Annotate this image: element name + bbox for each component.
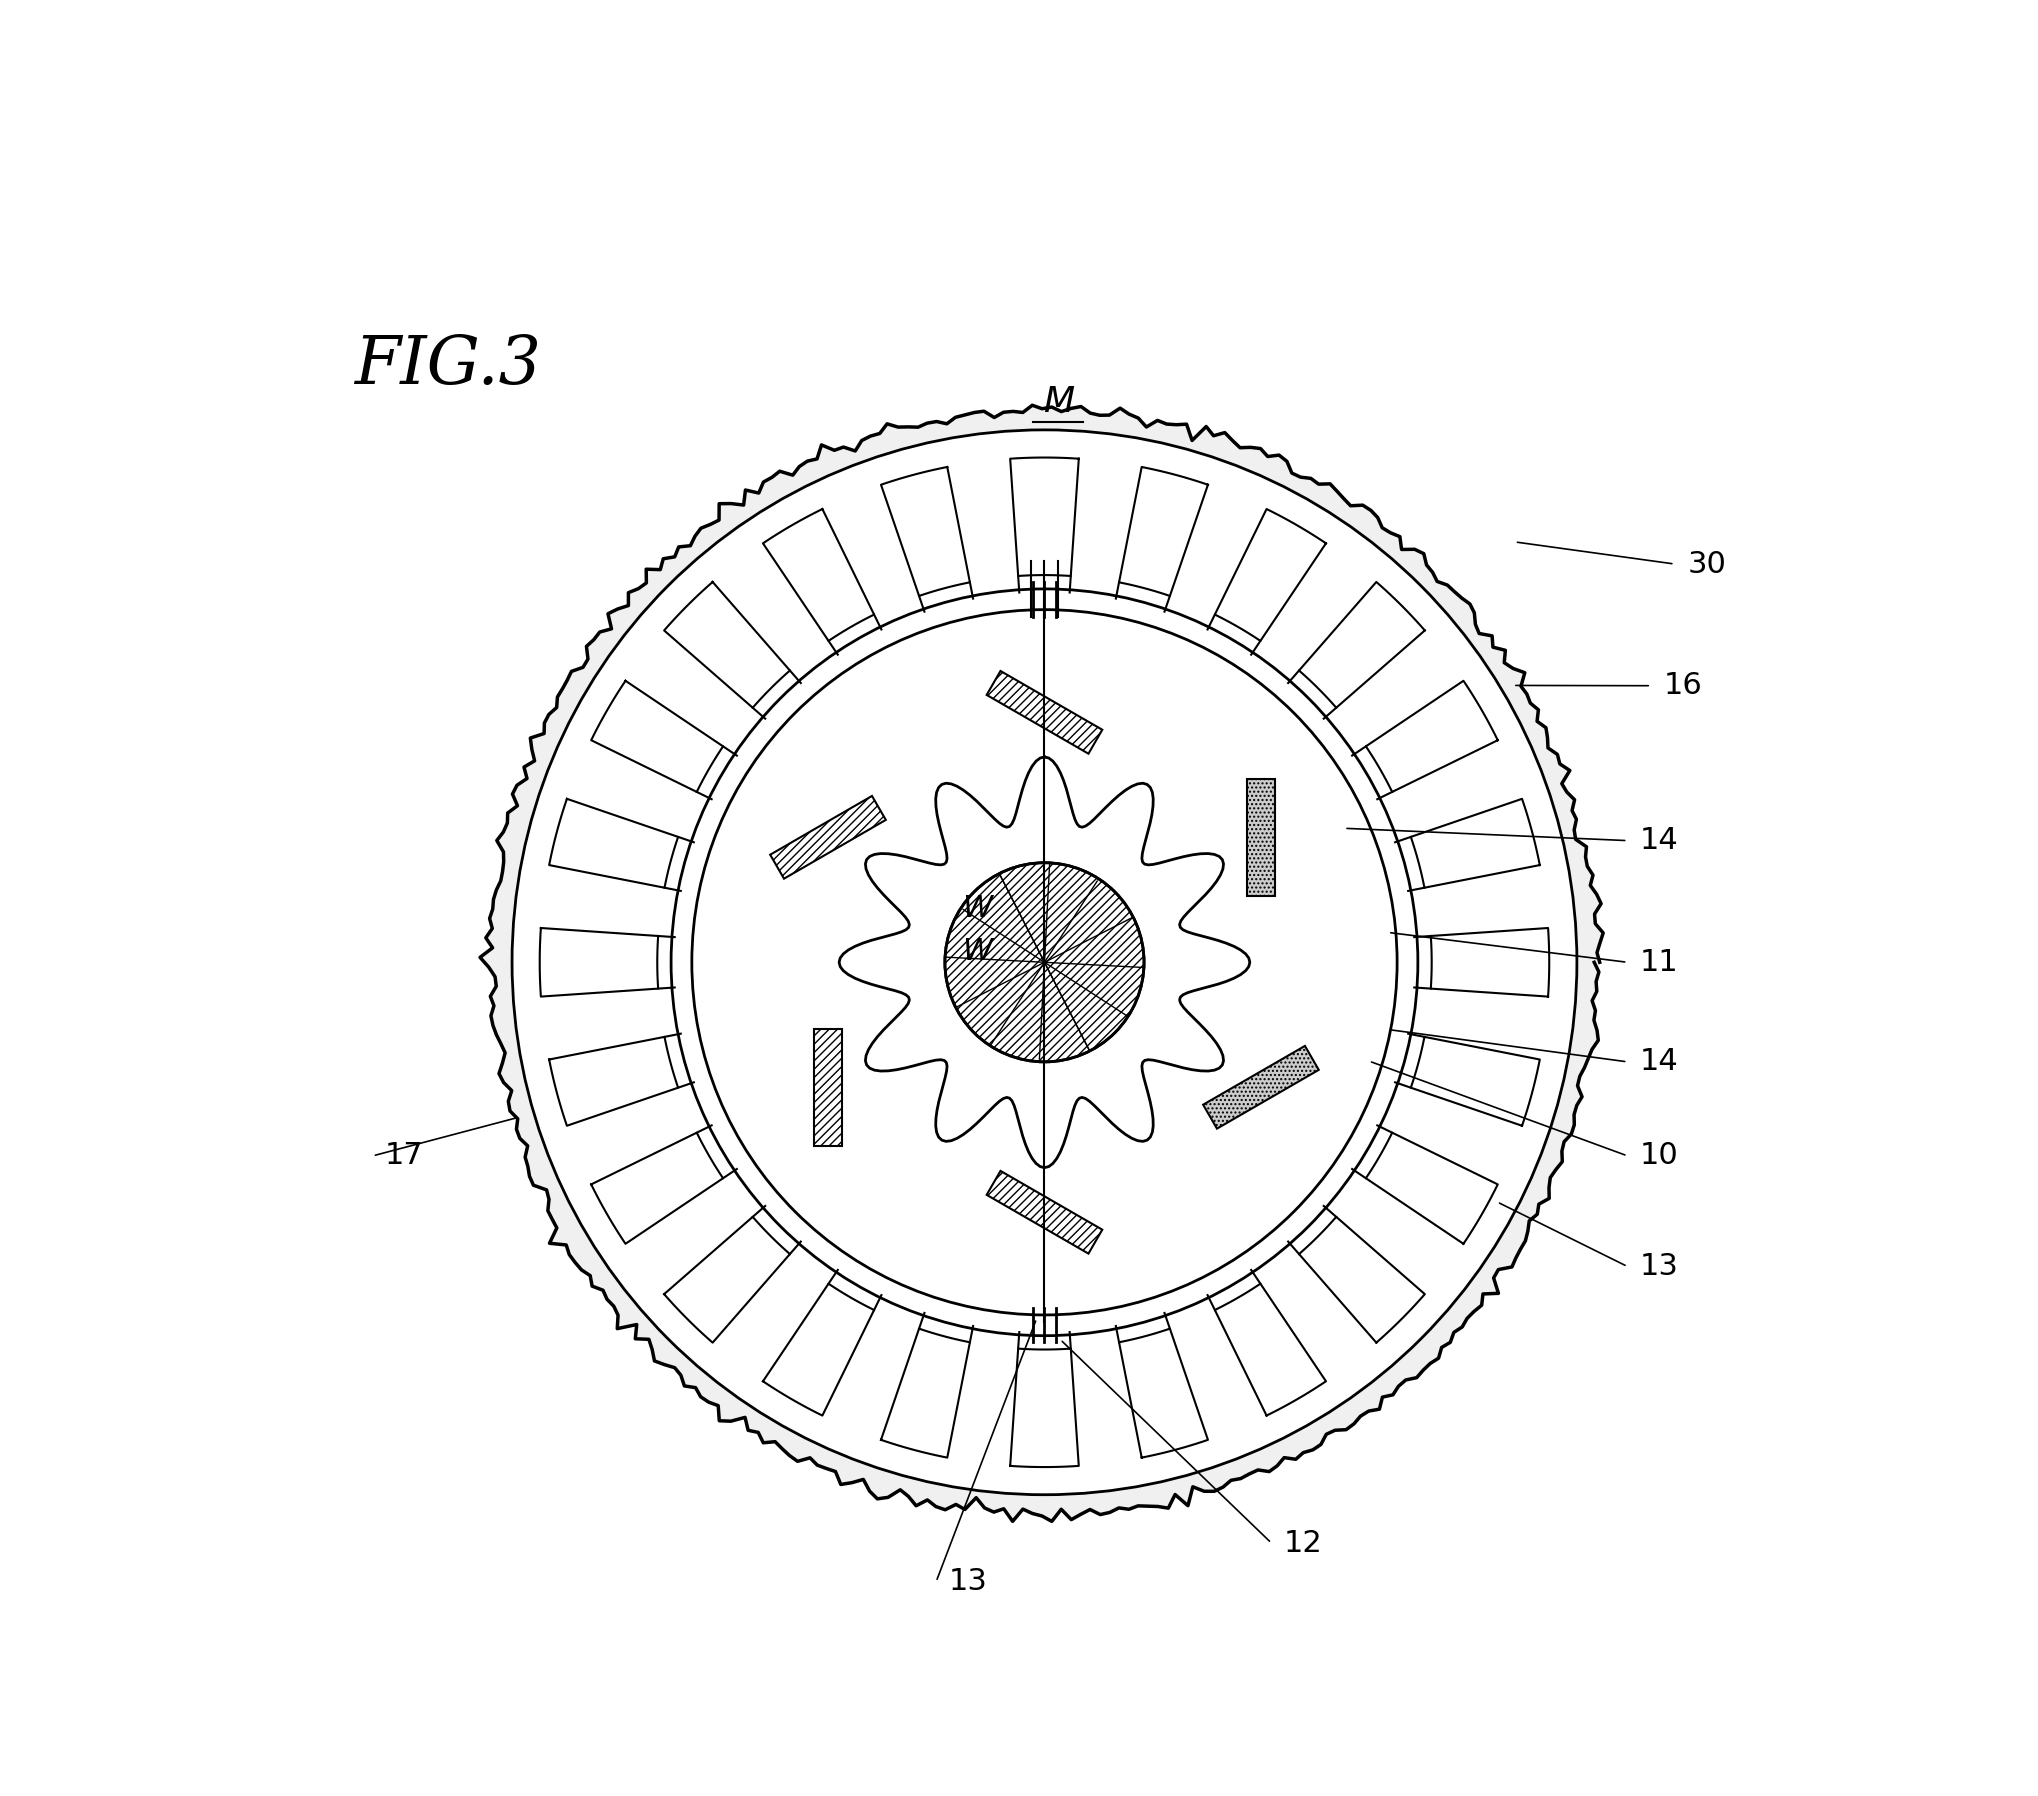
Text: 13: 13 (948, 1568, 988, 1597)
Text: 14: 14 (1641, 826, 1679, 855)
Polygon shape (1011, 458, 1078, 577)
Polygon shape (1247, 778, 1276, 896)
Polygon shape (481, 406, 1604, 1521)
Circle shape (691, 609, 1398, 1315)
Polygon shape (1215, 1284, 1327, 1415)
Polygon shape (1119, 1329, 1209, 1458)
Polygon shape (986, 672, 1103, 754)
Polygon shape (548, 799, 679, 887)
Polygon shape (591, 681, 723, 792)
Polygon shape (664, 1218, 791, 1343)
Polygon shape (1202, 1045, 1319, 1128)
Polygon shape (840, 756, 1249, 1167)
Text: 17: 17 (385, 1142, 424, 1171)
Polygon shape (1365, 1133, 1498, 1245)
Polygon shape (540, 929, 658, 997)
Polygon shape (1215, 508, 1327, 641)
Text: 12: 12 (1284, 1528, 1323, 1557)
Text: 14: 14 (1641, 1047, 1679, 1076)
Polygon shape (1410, 1036, 1541, 1126)
Polygon shape (1298, 582, 1425, 708)
Circle shape (946, 862, 1143, 1061)
Polygon shape (762, 508, 874, 641)
Polygon shape (591, 1133, 723, 1245)
Text: 10: 10 (1641, 1142, 1679, 1171)
Text: 11: 11 (1641, 948, 1679, 977)
Text: M: M (1043, 384, 1074, 418)
Polygon shape (1298, 1218, 1425, 1343)
Polygon shape (813, 1029, 842, 1146)
Polygon shape (986, 1171, 1103, 1254)
Text: 30: 30 (1687, 550, 1726, 578)
Text: 16: 16 (1663, 672, 1702, 700)
Polygon shape (1410, 799, 1541, 887)
Polygon shape (548, 1036, 679, 1126)
Polygon shape (770, 796, 887, 878)
Circle shape (512, 429, 1577, 1494)
Text: W: W (962, 894, 993, 923)
Polygon shape (880, 1329, 970, 1458)
Polygon shape (1431, 929, 1549, 997)
Text: FIG.3: FIG.3 (355, 332, 540, 399)
Polygon shape (880, 467, 970, 596)
Text: 13: 13 (1641, 1252, 1679, 1281)
Text: W: W (962, 938, 993, 966)
Polygon shape (762, 1284, 874, 1415)
Polygon shape (1119, 467, 1209, 596)
Polygon shape (664, 582, 791, 708)
Polygon shape (1365, 681, 1498, 792)
Polygon shape (1011, 1349, 1078, 1467)
